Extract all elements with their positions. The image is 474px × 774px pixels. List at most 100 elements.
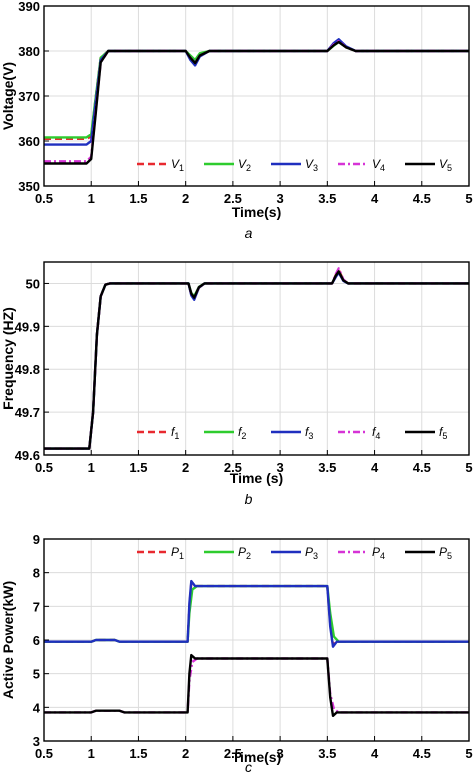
x-tick-label: 4: [371, 746, 379, 761]
y-tick-label: 49.9: [15, 319, 40, 334]
legend-symbol: V: [171, 157, 180, 171]
legend-subscript: 4: [380, 551, 385, 561]
legend-label-f4: f4: [372, 425, 380, 441]
x-tick-label: 3.5: [318, 746, 336, 761]
y-axis-label: Active Power(kW): [0, 581, 16, 699]
panel-caption: b: [245, 491, 253, 507]
panel-caption: c: [245, 759, 252, 774]
y-axis-label: Voltage(V): [0, 62, 16, 130]
series-line-f5: [44, 270, 469, 450]
legend-label-p5: P5: [439, 545, 452, 561]
y-tick-label: 380: [18, 44, 40, 59]
y-tick-label: 8: [33, 566, 40, 581]
x-tick-label: 4.5: [413, 460, 431, 475]
x-tick-label: 1.5: [129, 191, 147, 206]
y-tick-label: 360: [18, 134, 40, 149]
legend-subscript: 1: [174, 431, 179, 441]
x-tick-label: 5: [465, 460, 472, 475]
voltage-chart: 0.5 1 1.5 2 2.5 3 3.5 4 4.5 5 350 360 370 380 390 Time(…: [0, 0, 473, 241]
legend-symbol: P: [305, 545, 313, 559]
legend-symbol: V: [238, 157, 247, 171]
y-tick-label: 49.8: [15, 362, 40, 377]
legend-label-p3: P3: [305, 545, 318, 561]
legend-subscript: 4: [380, 163, 385, 173]
legend-label-v5: V5: [439, 157, 452, 173]
y-tick-label: 6: [33, 633, 40, 648]
series-line-v5: [44, 40, 469, 165]
y-tick-label: 49.7: [15, 405, 40, 420]
legend-subscript: 1: [179, 163, 184, 173]
legend-label-v1: V1: [171, 157, 184, 173]
panel-caption: a: [245, 225, 253, 241]
x-tick-label: 1: [88, 191, 95, 206]
y-tick-label: 5: [33, 667, 40, 682]
legend-label-v2: V2: [238, 157, 251, 173]
legend-label-v3: V3: [305, 157, 318, 173]
legend-label-f1: f1: [171, 425, 179, 441]
legend-symbol: f: [238, 425, 243, 439]
legend-subscript: 4: [375, 431, 380, 441]
series-line-p5: [44, 653, 469, 717]
x-tick-label: 1: [88, 746, 95, 761]
x-tick-label: 3.5: [318, 191, 336, 206]
legend-symbol: P: [372, 545, 380, 559]
plot-area: [44, 262, 469, 455]
legend-subscript: 3: [313, 163, 318, 173]
legend-label-p1: P1: [171, 545, 184, 561]
axes-frame: [43, 261, 470, 456]
x-tick-label: 0.5: [35, 746, 53, 761]
x-tick-label: 3: [276, 191, 283, 206]
x-axis-label: Time(s): [232, 204, 282, 220]
legend-symbol: f: [171, 425, 176, 439]
x-tick-label: 3: [276, 746, 283, 761]
x-tick-label: 4: [371, 460, 379, 475]
x-tick-label: 3: [276, 460, 283, 475]
legend-symbol: f: [372, 425, 377, 439]
x-tick-label: 5: [465, 746, 472, 761]
series-line-p3: [44, 579, 469, 648]
legend-label-f5: f5: [439, 425, 447, 441]
legend-label-f2: f2: [238, 425, 246, 441]
x-tick-label: 2: [182, 191, 189, 206]
legend-subscript: 1: [179, 551, 184, 561]
y-tick-label: 3: [33, 734, 40, 749]
x-tick-label: 2: [182, 460, 189, 475]
legend-subscript: 3: [308, 431, 313, 441]
y-tick-label: 370: [18, 89, 40, 104]
x-axis-label: Time(s): [232, 749, 282, 765]
legend-label-p4: P4: [372, 545, 385, 561]
legend-symbol: V: [439, 157, 448, 171]
legend-subscript: 3: [313, 551, 318, 561]
x-tick-label: 3.5: [318, 460, 336, 475]
x-tick-label: 4.5: [413, 191, 431, 206]
y-tick-label: 4: [33, 700, 41, 715]
x-tick-label: 2: [182, 746, 189, 761]
legend-symbol: f: [439, 425, 444, 439]
legend-symbol: P: [238, 545, 246, 559]
legend-subscript: 2: [246, 551, 251, 561]
y-tick-label: 7: [33, 599, 40, 614]
x-tick-label: 1.5: [129, 746, 147, 761]
y-tick-label: 49.6: [15, 448, 40, 463]
y-tick-label: 390: [18, 0, 40, 14]
legend-subscript: 5: [447, 163, 452, 173]
x-tick-label: 2.5: [224, 746, 242, 761]
x-tick-label: 1.5: [129, 460, 147, 475]
x-tick-label: 4: [371, 191, 379, 206]
x-tick-label: 1: [88, 460, 95, 475]
x-axis-label: Time (s): [230, 470, 283, 486]
y-tick-label: 9: [33, 532, 40, 547]
legend-subscript: 5: [442, 431, 447, 441]
x-tick-label: 2.5: [224, 460, 242, 475]
x-tick-label: 2.5: [224, 191, 242, 206]
legend-subscript: 2: [241, 431, 246, 441]
legend-subscript: 2: [246, 163, 251, 173]
legend-label-p2: P2: [238, 545, 251, 561]
x-tick-label: 0.5: [35, 460, 53, 475]
legend-label-f3: f3: [305, 425, 313, 441]
legend-symbol: P: [439, 545, 447, 559]
frequency-chart: 0.5 1 1.5 2 2.5 3 3.5 4 4.5 5 49.6 49.7 49.8 49.9 50 Ti…: [0, 261, 473, 507]
y-axis-label: Frequency (HZ): [0, 307, 16, 410]
y-tick-label: 50: [26, 276, 40, 291]
y-tick-label: 350: [18, 179, 40, 194]
